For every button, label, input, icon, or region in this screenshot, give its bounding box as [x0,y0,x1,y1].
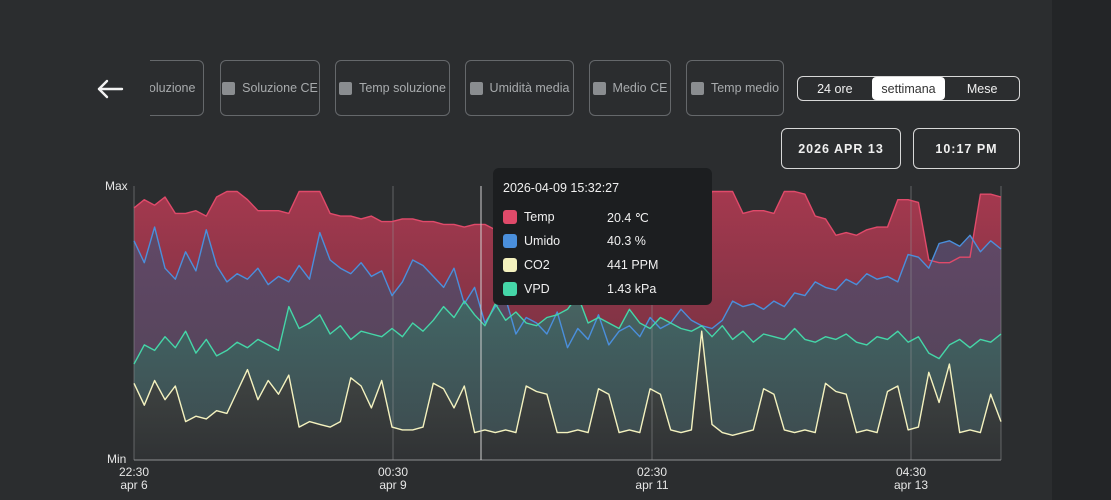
x-tick-time: 22:30 [119,465,149,479]
arrow-left-icon [97,79,124,99]
legend-swatch [503,258,517,272]
tooltip-label: Temp [524,210,555,224]
filter-chip-label: Soluzione [150,81,196,95]
checkbox-icon [592,81,606,95]
series-line-vpd [133,294,1002,365]
filter-chip-label: Soluzione CE [242,81,318,95]
y-axis-min-label: Min [107,452,126,466]
x-tick-time: 02:30 [637,465,667,479]
tooltip-value: 1.43 kPa [607,282,657,296]
tooltip-timestamp: 2026-04-09 15:32:27 [503,181,620,195]
series-line-umido [133,226,1002,349]
back-button[interactable] [92,72,128,106]
filter-chip-soluzione[interactable]: Soluzione [150,60,204,116]
checkbox-icon [469,81,483,95]
filter-chip-temp-soluzione[interactable]: Temp soluzione [335,60,450,116]
range-option-month[interactable]: Mese [966,81,998,96]
x-tick-time: 00:30 [378,465,408,479]
filter-chip-label: Umidità media [489,81,570,95]
tooltip-row-umido: Umido 40.3 % [503,229,702,253]
tooltip-label: CO2 [524,258,550,272]
tooltip-label: VPD [524,282,550,296]
filter-chip-label: Medio CE [612,81,668,95]
legend-swatch [503,282,517,296]
tooltip-value: 40.3 % [607,234,646,248]
side-panel [1052,0,1111,500]
legend-swatch [503,210,517,224]
checkbox-icon [690,81,704,95]
date-picker-button[interactable]: 2026 APR 13 [781,128,901,169]
tooltip-label: Umido [524,234,561,248]
legend-swatch [503,234,517,248]
tooltip-row-co2: CO2 441 PPM [503,253,702,277]
time-picker-button[interactable]: 10:17 PM [913,128,1020,169]
tooltip-value: 20.4 ℃ [607,210,649,225]
range-option-week[interactable]: settimana [871,77,946,100]
x-tick-date: apr 11 [635,478,668,492]
range-option-24h[interactable]: 24 ore [817,81,853,96]
x-tick-time: 04:30 [896,465,926,479]
series-filter-row: Soluzione Soluzione CE Temp soluzione Um… [150,60,790,118]
time-range-toggle: 24 ore settimana Mese [797,76,1020,101]
tooltip-row-vpd: VPD 1.43 kPa [503,277,702,301]
filter-chip-label: Temp medio [710,81,780,95]
filter-chip-label: Temp soluzione [359,81,446,95]
checkbox-icon [222,81,236,95]
filter-chip-umidita-media[interactable]: Umidità media [465,60,574,116]
filter-chip-soluzione-ce[interactable]: Soluzione CE [220,60,320,116]
series-line-co2 [133,330,1002,436]
series-area-co2 [134,331,1001,460]
x-tick-date: apr 6 [120,478,148,492]
tooltip-row-temp: Temp 20.4 ℃ [503,205,702,229]
chart-tooltip: 2026-04-09 15:32:27 Temp 20.4 ℃ Umido 40… [493,168,712,305]
y-axis-max-label: Max [105,179,128,193]
filter-chip-medio-ce[interactable]: Medio CE [589,60,671,116]
tooltip-value: 441 PPM [607,258,659,272]
x-tick-date: apr 13 [894,478,928,492]
checkbox-icon [339,81,353,95]
filter-chip-temp-medio[interactable]: Temp medio [686,60,784,116]
x-tick-date: apr 9 [379,478,407,492]
